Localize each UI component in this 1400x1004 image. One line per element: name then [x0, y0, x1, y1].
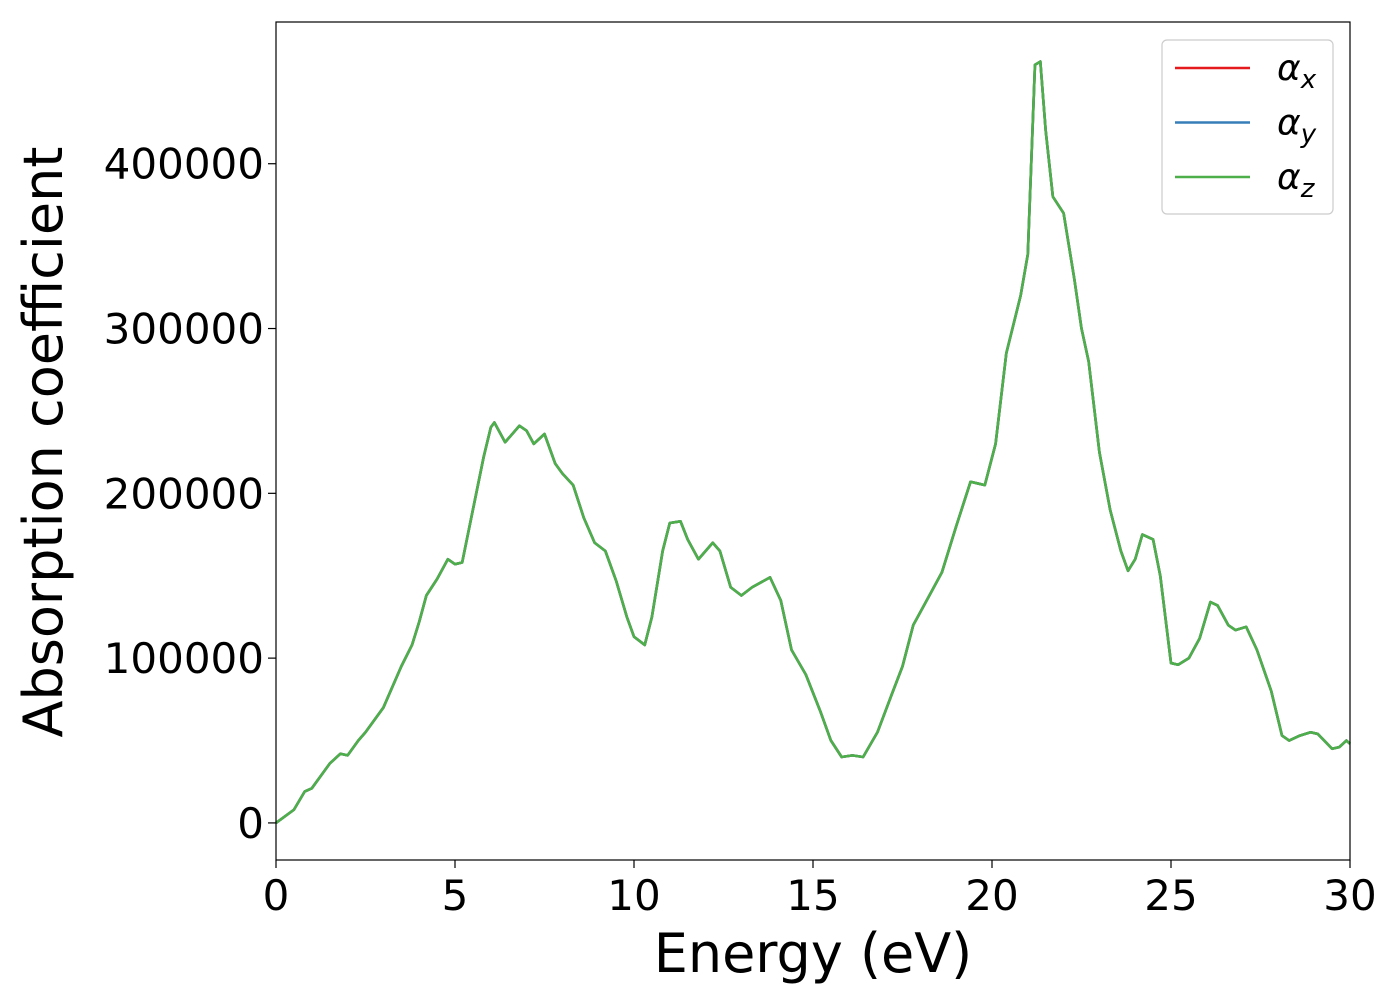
x-axis-label: Energy (eV) — [654, 922, 973, 985]
y-tick-label: 300000 — [104, 305, 264, 354]
plot-frame — [275, 21, 1351, 861]
legend-box — [1161, 39, 1334, 215]
x-tick-label: 10 — [607, 871, 660, 920]
y-tick-label: 0 — [237, 799, 264, 848]
x-tick-label: 0 — [263, 871, 290, 920]
x-tick-label: 5 — [442, 871, 469, 920]
legend-label: αz — [1277, 157, 1316, 204]
y-axis-label: Absorption coefficient — [12, 147, 75, 738]
y-tick-label: 400000 — [104, 140, 264, 189]
x-tick-label: 25 — [1144, 871, 1197, 920]
legend-label: αx — [1277, 48, 1317, 95]
x-tick-label: 30 — [1323, 871, 1376, 920]
x-tick-label: 15 — [786, 871, 839, 920]
legend-label: αy — [1277, 103, 1317, 150]
y-tick-label: 200000 — [104, 469, 264, 518]
line-series — [275, 60, 1351, 824]
x-tick-label: 20 — [965, 871, 1018, 920]
y-tick-label: 100000 — [104, 634, 264, 683]
